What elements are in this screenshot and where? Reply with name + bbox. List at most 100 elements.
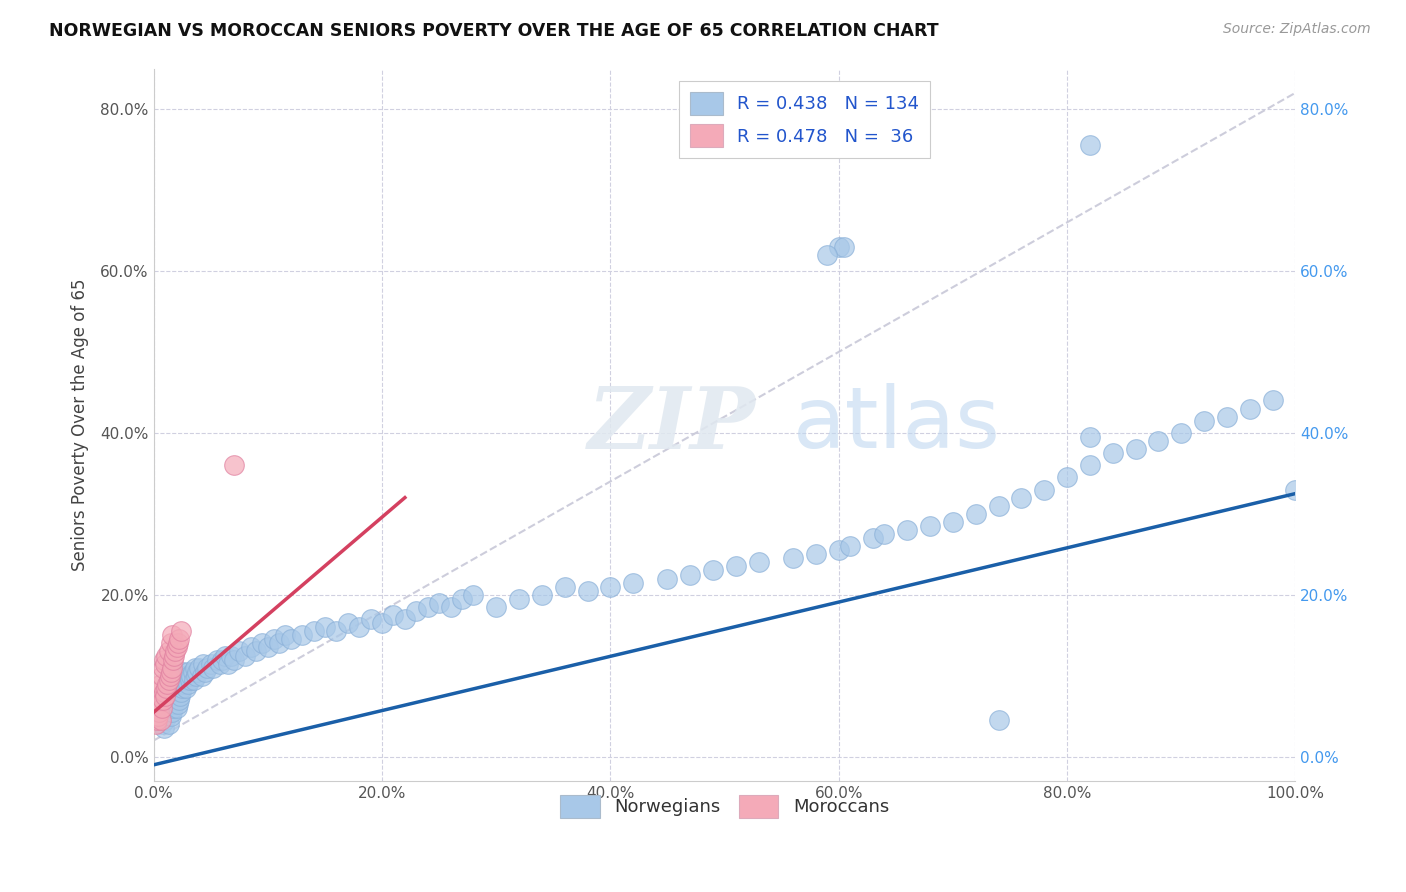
Point (170, 624, 193, 639)
Point (211, 652, 233, 666)
Point (186, 665, 208, 679)
Point (156, 677, 179, 691)
Point (195, 660, 218, 674)
Point (184, 660, 207, 674)
Point (157, 717, 180, 731)
Point (371, 616, 394, 631)
Point (172, 669, 194, 683)
Point (965, 507, 987, 521)
Point (163, 685, 186, 699)
Point (245, 644, 267, 658)
Point (405, 604, 427, 618)
Point (159, 689, 181, 703)
Point (172, 681, 194, 695)
Text: Source: ZipAtlas.com: Source: ZipAtlas.com (1223, 22, 1371, 37)
Point (336, 616, 359, 631)
Point (205, 652, 228, 666)
Point (150, 717, 173, 731)
Point (1284, 483, 1306, 497)
Point (153, 689, 176, 703)
Point (155, 681, 177, 695)
Point (360, 612, 382, 626)
Point (148, 693, 170, 707)
Point (1216, 409, 1239, 424)
Point (679, 567, 702, 582)
Point (160, 693, 183, 707)
Point (1170, 425, 1192, 440)
Point (828, 543, 851, 558)
Point (152, 660, 174, 674)
Point (167, 693, 190, 707)
Point (157, 644, 180, 658)
Point (166, 697, 188, 711)
Point (162, 689, 184, 703)
Y-axis label: Seniors Poverty Over the Age of 65: Seniors Poverty Over the Age of 65 (72, 278, 89, 571)
Point (1125, 442, 1147, 456)
Point (347, 620, 370, 634)
Point (576, 583, 599, 598)
Point (451, 591, 474, 606)
Point (163, 697, 186, 711)
Point (165, 681, 187, 695)
Point (174, 681, 197, 695)
Point (160, 697, 183, 711)
Point (1261, 393, 1284, 408)
Point (987, 499, 1010, 513)
Point (169, 677, 191, 691)
Point (194, 665, 217, 679)
Point (987, 713, 1010, 727)
Point (180, 669, 202, 683)
Point (314, 620, 336, 634)
Point (184, 669, 207, 683)
Text: ZIP: ZIP (588, 383, 755, 467)
Point (382, 607, 405, 622)
Point (1010, 491, 1032, 505)
Point (221, 648, 243, 663)
Point (1192, 414, 1215, 428)
Point (172, 677, 194, 691)
Point (153, 697, 176, 711)
Point (942, 515, 965, 529)
Point (176, 673, 198, 687)
Point (1078, 138, 1101, 153)
Point (146, 701, 169, 715)
Point (173, 673, 195, 687)
Point (1033, 483, 1056, 497)
Point (150, 669, 173, 683)
Point (165, 693, 187, 707)
Point (167, 681, 190, 695)
Point (160, 628, 183, 642)
Point (257, 640, 280, 655)
Point (166, 636, 188, 650)
Point (1078, 430, 1101, 444)
Point (179, 673, 201, 687)
Point (155, 701, 177, 715)
Point (233, 648, 256, 663)
Point (157, 673, 180, 687)
Point (657, 572, 679, 586)
Point (463, 588, 485, 602)
Point (439, 599, 461, 614)
Point (222, 652, 245, 666)
Point (208, 657, 231, 671)
Point (1056, 470, 1078, 484)
Text: NORWEGIAN VS MOROCCAN SENIORS POVERTY OVER THE AGE OF 65 CORRELATION CHART: NORWEGIAN VS MOROCCAN SENIORS POVERTY OV… (49, 22, 939, 40)
Point (153, 685, 176, 699)
Point (1078, 458, 1101, 473)
Point (896, 523, 918, 537)
Legend: Norwegians, Moroccans: Norwegians, Moroccans (553, 788, 896, 825)
Point (153, 657, 176, 671)
Point (160, 685, 183, 699)
Point (159, 669, 181, 683)
Point (554, 580, 576, 594)
Point (302, 624, 325, 639)
Point (181, 665, 204, 679)
Point (148, 697, 170, 711)
Point (269, 636, 291, 650)
Point (217, 657, 239, 671)
Point (177, 677, 200, 691)
Point (873, 527, 896, 541)
Point (157, 705, 180, 719)
Point (815, 248, 838, 262)
Point (920, 519, 942, 533)
